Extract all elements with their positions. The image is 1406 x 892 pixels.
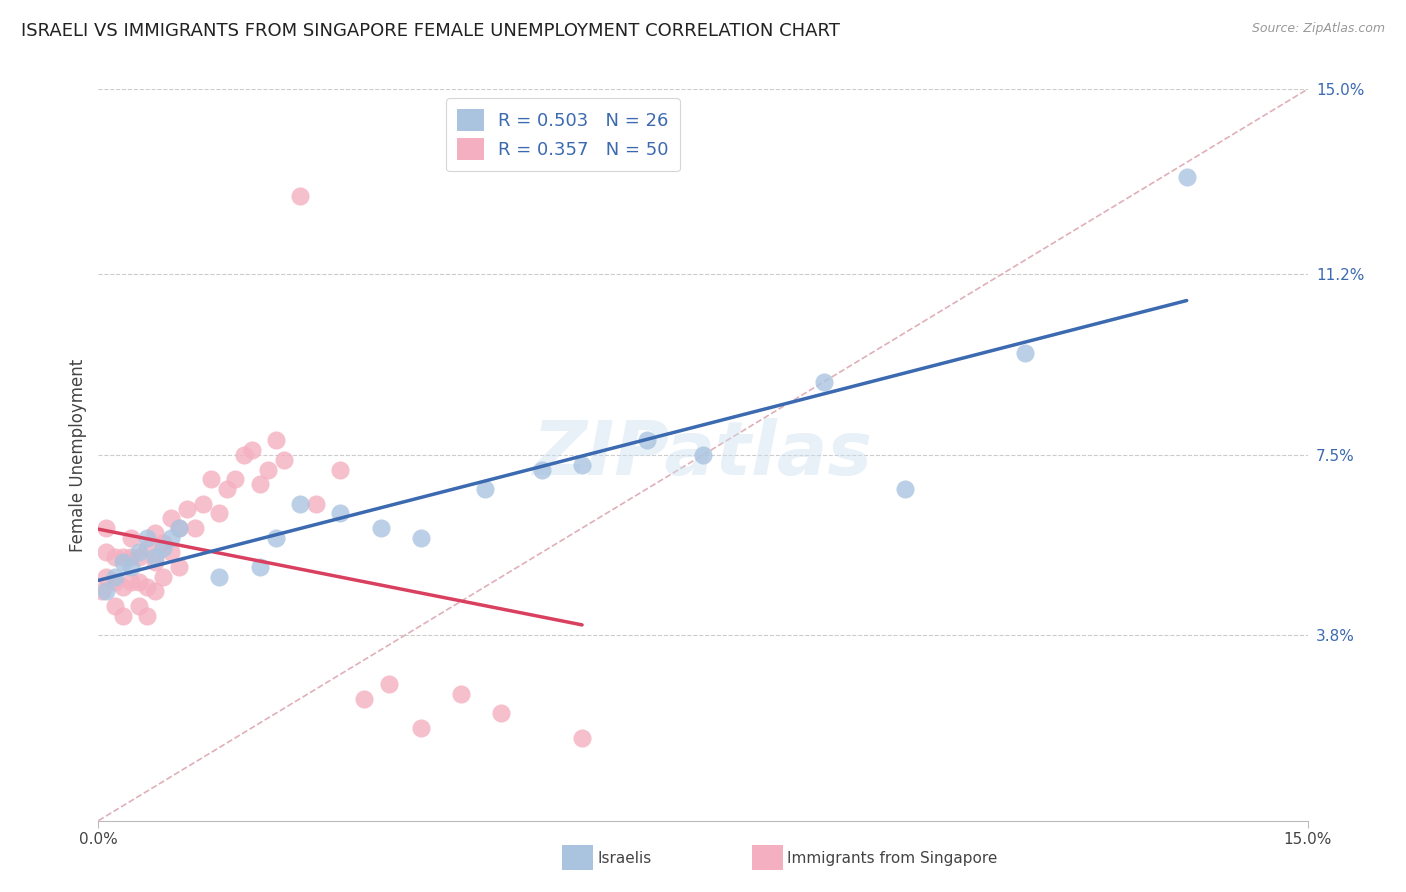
Y-axis label: Female Unemployment: Female Unemployment: [69, 359, 87, 551]
Point: [240, 443, 263, 458]
Point: [103, 550, 125, 565]
Point: [152, 570, 174, 584]
Point: [692, 448, 714, 462]
Point: [152, 541, 174, 555]
Point: [143, 555, 166, 569]
Point: [96, 584, 118, 599]
Point: [103, 570, 125, 584]
Point: [249, 477, 271, 491]
Point: [530, 462, 553, 476]
Point: [813, 375, 835, 389]
Point: [264, 531, 287, 545]
Point: [103, 599, 125, 613]
Point: [135, 541, 157, 555]
Point: [103, 574, 125, 589]
Point: [636, 434, 658, 448]
Point: [232, 448, 254, 462]
Point: [120, 560, 142, 574]
Point: [176, 501, 198, 516]
Text: ISRAELI VS IMMIGRANTS FROM SINGAPORE FEMALE UNEMPLOYMENT CORRELATION CHART: ISRAELI VS IMMIGRANTS FROM SINGAPORE FEM…: [21, 22, 839, 40]
Point: [329, 507, 352, 521]
Point: [96, 570, 118, 584]
Point: [167, 521, 190, 535]
Point: [288, 497, 311, 511]
Point: [152, 535, 174, 549]
Point: [377, 677, 399, 691]
Point: [273, 452, 295, 467]
Point: [217, 482, 239, 496]
Point: [305, 497, 328, 511]
Point: [893, 482, 915, 496]
Point: [264, 434, 287, 448]
Point: [208, 507, 231, 521]
Point: [184, 521, 207, 535]
Text: Source: ZipAtlas.com: Source: ZipAtlas.com: [1251, 22, 1385, 36]
Point: [96, 545, 118, 559]
Point: [120, 574, 142, 589]
Point: [167, 560, 190, 574]
Point: [135, 608, 157, 623]
Point: [571, 458, 593, 472]
Point: [135, 531, 157, 545]
Text: Immigrants from Singapore: Immigrants from Singapore: [787, 852, 998, 866]
Point: [1175, 169, 1198, 184]
Text: Israelis: Israelis: [598, 852, 652, 866]
Point: [111, 555, 134, 569]
Point: [224, 472, 246, 486]
Point: [120, 531, 142, 545]
Point: [167, 521, 190, 535]
Point: [571, 731, 593, 745]
Point: [474, 482, 496, 496]
Point: [256, 462, 278, 476]
Point: [409, 721, 432, 735]
Point: [409, 531, 432, 545]
Point: [111, 608, 134, 623]
Point: [370, 521, 392, 535]
Point: [143, 584, 166, 599]
Point: [143, 550, 166, 565]
Point: [329, 462, 352, 476]
Point: [91, 584, 114, 599]
Point: [1014, 345, 1036, 359]
Point: [111, 550, 134, 565]
Point: [208, 570, 231, 584]
Point: [96, 521, 118, 535]
Point: [249, 560, 271, 574]
Point: [111, 580, 134, 594]
Point: [160, 545, 183, 559]
Legend: R = 0.503   N = 26, R = 0.357   N = 50: R = 0.503 N = 26, R = 0.357 N = 50: [446, 98, 679, 171]
Point: [128, 574, 150, 589]
Point: [128, 545, 150, 559]
Point: [128, 599, 150, 613]
Point: [353, 691, 375, 706]
Point: [120, 550, 142, 565]
Point: [160, 531, 183, 545]
Point: [450, 687, 472, 701]
Point: [200, 472, 222, 486]
Point: [160, 511, 183, 525]
Point: [288, 189, 311, 203]
Point: [135, 580, 157, 594]
Point: [491, 706, 513, 721]
Point: [128, 550, 150, 565]
Text: ZIPatlas: ZIPatlas: [533, 418, 873, 491]
Point: [143, 525, 166, 540]
Point: [193, 497, 215, 511]
